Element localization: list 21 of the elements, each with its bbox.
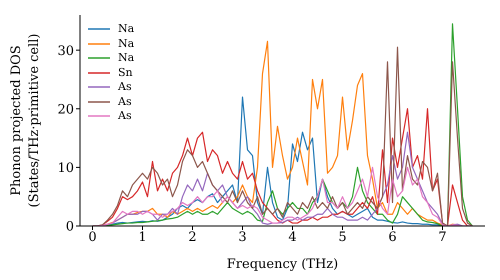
y-tick-label: 10 bbox=[57, 161, 74, 176]
legend-label: Na bbox=[118, 51, 134, 66]
x-tick-label: 7 bbox=[438, 230, 447, 246]
legend-label: Na bbox=[118, 22, 134, 36]
x-tick-label: 0 bbox=[88, 230, 97, 246]
legend-label: As bbox=[118, 109, 132, 124]
x-tick-label: 4 bbox=[288, 230, 297, 246]
legend-label: As bbox=[118, 94, 132, 109]
y-axis-title: Phonon projected DOS (States/THz·primitive cell) bbox=[9, 33, 42, 208]
x-tick-label: 6 bbox=[388, 230, 397, 246]
legend-label: As bbox=[118, 80, 132, 94]
y-tick-label: 30 bbox=[57, 44, 74, 59]
x-tick-label: 3 bbox=[238, 230, 247, 246]
x-tick-label: 5 bbox=[338, 230, 347, 246]
y-tick-label: 20 bbox=[57, 102, 74, 118]
x-tick-label: 2 bbox=[188, 230, 197, 246]
legend-label: Sn bbox=[118, 66, 133, 80]
x-axis-title: Frequency (THz) bbox=[226, 257, 338, 272]
x-tick-label: 1 bbox=[138, 230, 147, 246]
legend-label: Na bbox=[118, 36, 134, 51]
y-tick-label: 0 bbox=[66, 220, 74, 235]
